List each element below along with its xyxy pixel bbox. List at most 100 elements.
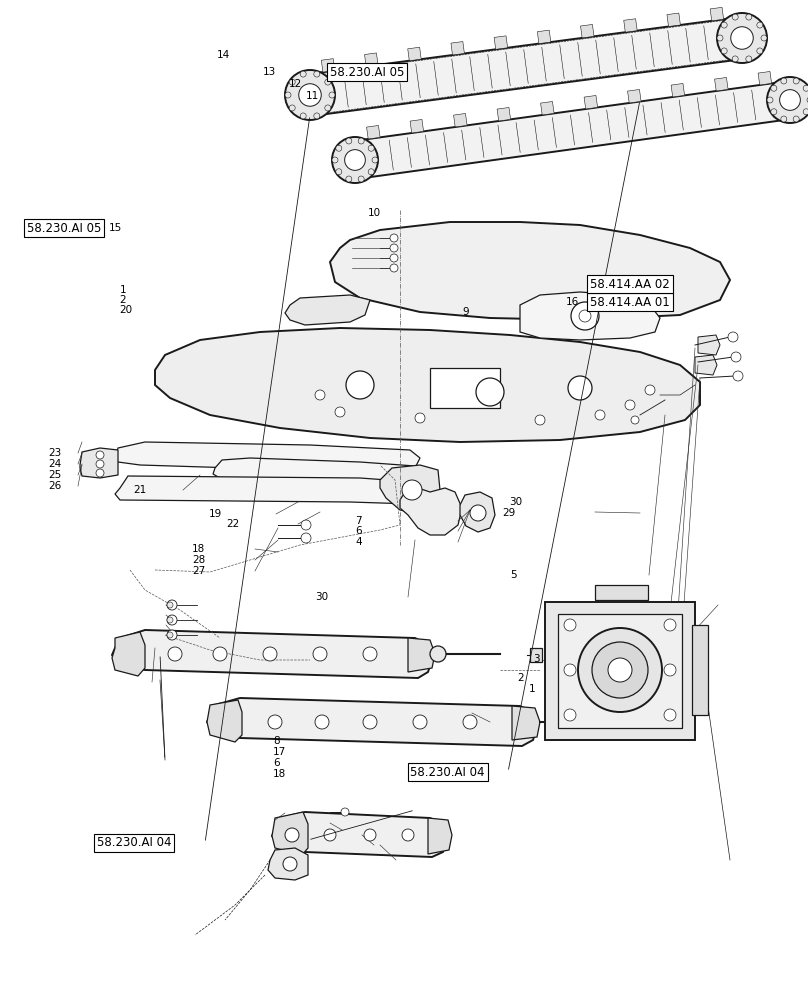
- Circle shape: [564, 664, 576, 676]
- Circle shape: [430, 646, 446, 662]
- Text: 24: 24: [48, 459, 61, 469]
- Text: 1: 1: [120, 285, 126, 295]
- Circle shape: [390, 234, 398, 242]
- Polygon shape: [695, 355, 717, 375]
- Polygon shape: [512, 706, 540, 740]
- Circle shape: [167, 600, 177, 610]
- Circle shape: [722, 22, 727, 28]
- Text: 18: 18: [273, 769, 286, 779]
- Circle shape: [463, 715, 477, 729]
- Circle shape: [722, 48, 727, 54]
- Text: 20: 20: [120, 305, 133, 315]
- Circle shape: [324, 829, 336, 841]
- Polygon shape: [558, 614, 682, 728]
- Text: 58.230.AI 05: 58.230.AI 05: [330, 66, 404, 79]
- Circle shape: [728, 332, 738, 342]
- Circle shape: [413, 715, 427, 729]
- Polygon shape: [628, 89, 641, 103]
- Circle shape: [346, 176, 351, 182]
- Circle shape: [571, 302, 599, 330]
- Polygon shape: [352, 81, 793, 179]
- Circle shape: [315, 390, 325, 400]
- Text: 17: 17: [273, 747, 286, 757]
- Circle shape: [325, 105, 330, 111]
- Polygon shape: [671, 83, 684, 97]
- Circle shape: [402, 480, 422, 500]
- Circle shape: [793, 116, 799, 122]
- Polygon shape: [410, 119, 423, 133]
- Polygon shape: [451, 42, 465, 55]
- Circle shape: [285, 92, 291, 98]
- Circle shape: [263, 647, 277, 661]
- Polygon shape: [497, 107, 511, 121]
- Circle shape: [167, 602, 173, 608]
- Polygon shape: [408, 638, 435, 672]
- Circle shape: [781, 78, 787, 84]
- Text: 6: 6: [273, 758, 280, 768]
- Circle shape: [335, 407, 345, 417]
- Text: 58.230.AI 05: 58.230.AI 05: [27, 222, 101, 234]
- Circle shape: [358, 138, 364, 144]
- Polygon shape: [545, 602, 695, 740]
- Circle shape: [717, 35, 723, 41]
- Circle shape: [301, 113, 306, 119]
- Circle shape: [336, 169, 342, 175]
- Circle shape: [346, 138, 351, 144]
- Polygon shape: [710, 7, 724, 21]
- Circle shape: [771, 85, 776, 91]
- Text: 4: 4: [356, 537, 362, 547]
- Polygon shape: [541, 101, 554, 115]
- Polygon shape: [115, 476, 418, 504]
- Circle shape: [390, 264, 398, 272]
- Text: 58.230.AI 04: 58.230.AI 04: [97, 836, 171, 850]
- Polygon shape: [364, 53, 378, 66]
- Circle shape: [289, 105, 295, 111]
- Polygon shape: [530, 648, 542, 662]
- Circle shape: [780, 90, 801, 110]
- Text: 19: 19: [208, 509, 221, 519]
- Polygon shape: [272, 812, 308, 855]
- Circle shape: [578, 628, 662, 712]
- Circle shape: [664, 664, 676, 676]
- Circle shape: [803, 109, 808, 115]
- Polygon shape: [80, 448, 118, 478]
- Text: 5: 5: [510, 570, 516, 580]
- Circle shape: [733, 371, 743, 381]
- Circle shape: [96, 469, 104, 477]
- Polygon shape: [494, 36, 507, 49]
- Text: 58.414.AA 02: 58.414.AA 02: [590, 277, 670, 290]
- Text: 27: 27: [192, 566, 205, 576]
- Circle shape: [332, 137, 378, 183]
- Circle shape: [746, 14, 751, 20]
- Circle shape: [283, 857, 297, 871]
- Circle shape: [415, 413, 425, 423]
- Circle shape: [341, 808, 349, 816]
- Circle shape: [313, 647, 327, 661]
- Circle shape: [96, 451, 104, 459]
- Circle shape: [329, 92, 335, 98]
- Circle shape: [368, 169, 374, 175]
- Polygon shape: [692, 625, 708, 715]
- Circle shape: [314, 113, 320, 119]
- Polygon shape: [430, 368, 500, 408]
- Polygon shape: [758, 71, 772, 85]
- Polygon shape: [667, 13, 680, 27]
- Polygon shape: [207, 700, 242, 742]
- Circle shape: [285, 70, 335, 120]
- Circle shape: [470, 505, 486, 521]
- Text: 6: 6: [356, 526, 362, 536]
- Circle shape: [757, 22, 763, 28]
- Text: 22: 22: [226, 519, 239, 529]
- Circle shape: [168, 647, 182, 661]
- Circle shape: [167, 615, 177, 625]
- Text: 26: 26: [48, 481, 61, 491]
- Circle shape: [793, 78, 799, 84]
- Circle shape: [608, 658, 632, 682]
- Circle shape: [664, 619, 676, 631]
- Circle shape: [564, 619, 576, 631]
- Text: 29: 29: [503, 508, 516, 518]
- Text: 15: 15: [109, 223, 122, 233]
- Text: 2: 2: [517, 673, 524, 683]
- Polygon shape: [624, 19, 638, 32]
- Text: 14: 14: [217, 50, 229, 60]
